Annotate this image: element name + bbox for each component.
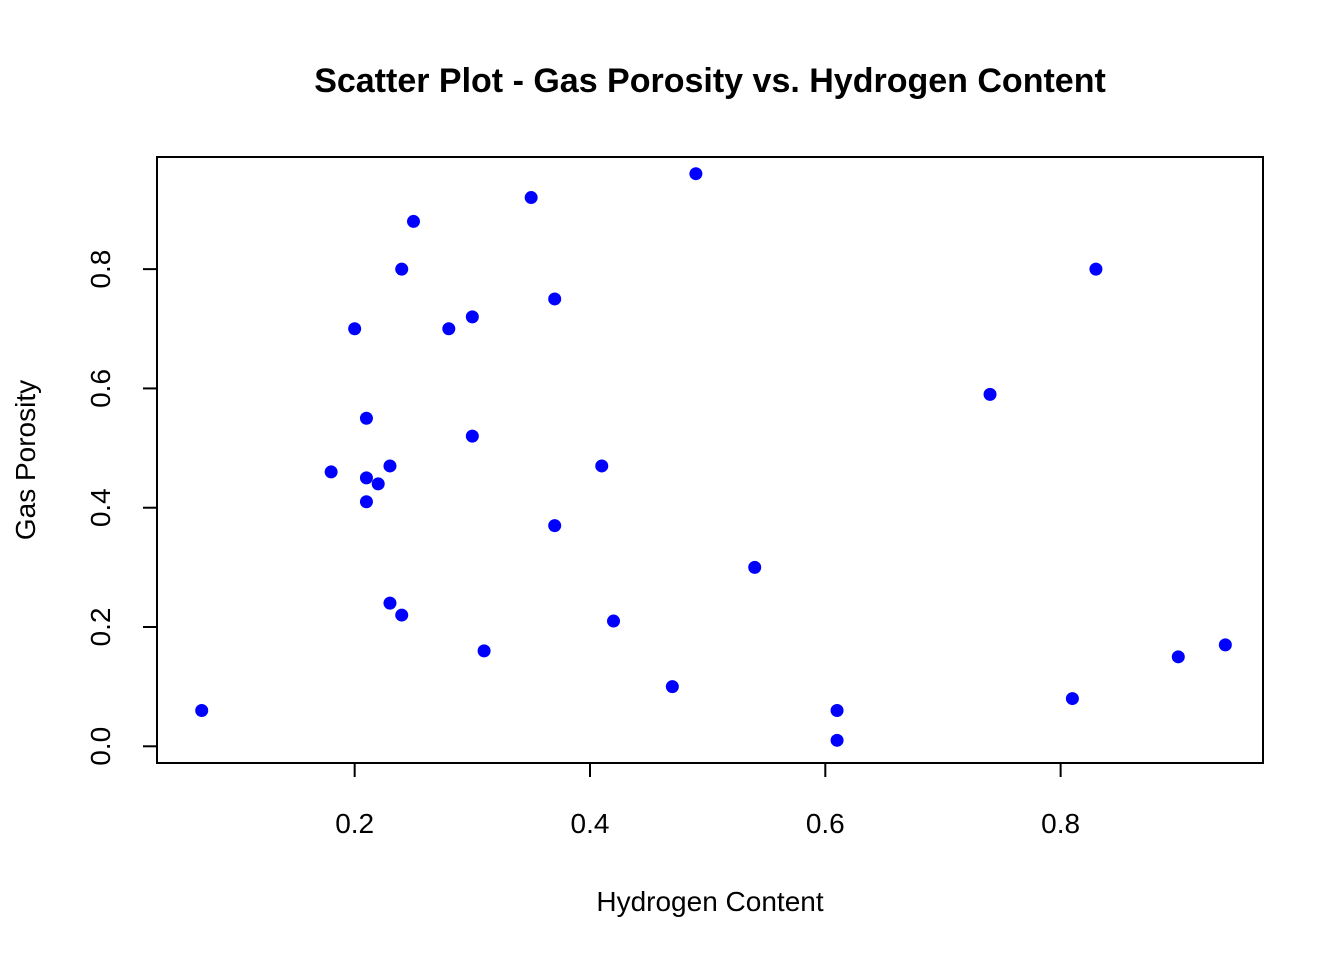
x-tick-label: 0.2	[335, 808, 374, 839]
data-point	[359, 495, 373, 509]
data-point	[359, 471, 373, 485]
data-point	[689, 167, 703, 181]
data-point	[465, 310, 479, 324]
data-point	[383, 459, 397, 473]
data-point	[348, 322, 362, 336]
data-point	[359, 411, 373, 425]
data-point	[442, 322, 456, 336]
data-point	[477, 644, 491, 658]
data-point	[1065, 692, 1079, 706]
y-tick-label: 0.6	[85, 369, 116, 408]
data-point	[383, 596, 397, 610]
y-tick-label: 0.8	[85, 250, 116, 289]
data-point	[665, 680, 679, 694]
x-tick-label: 0.4	[571, 808, 610, 839]
data-point	[830, 704, 844, 718]
y-axis: 0.0 0.2 0.4 0.6 0.8	[85, 250, 158, 766]
data-point	[406, 214, 420, 228]
data-point	[983, 387, 997, 401]
data-point	[1218, 638, 1232, 652]
data-point	[465, 429, 479, 443]
data-point	[324, 465, 338, 479]
y-tick-label: 0.0	[85, 727, 116, 766]
data-points	[195, 167, 1232, 747]
plot-frame	[156, 156, 1264, 764]
chart-title: Scatter Plot - Gas Porosity vs. Hydrogen…	[314, 62, 1106, 100]
data-point	[371, 477, 385, 491]
x-axis-label: Hydrogen Content	[596, 886, 823, 917]
data-point	[548, 292, 562, 306]
data-point	[1089, 262, 1103, 276]
data-point	[395, 608, 409, 622]
data-point	[748, 560, 762, 574]
data-point	[830, 733, 844, 747]
y-axis-label: Gas Porosity	[10, 380, 41, 540]
data-point	[195, 704, 209, 718]
data-point	[395, 262, 409, 276]
x-tick-label: 0.6	[806, 808, 845, 839]
data-point	[548, 519, 562, 533]
y-tick-label: 0.2	[85, 608, 116, 647]
x-axis: 0.2 0.4 0.6 0.8	[335, 762, 1080, 839]
y-tick-label: 0.4	[85, 488, 116, 527]
data-point	[595, 459, 609, 473]
data-point	[1171, 650, 1185, 664]
x-tick-label: 0.8	[1041, 808, 1080, 839]
data-point	[524, 191, 538, 205]
data-point	[607, 614, 621, 628]
